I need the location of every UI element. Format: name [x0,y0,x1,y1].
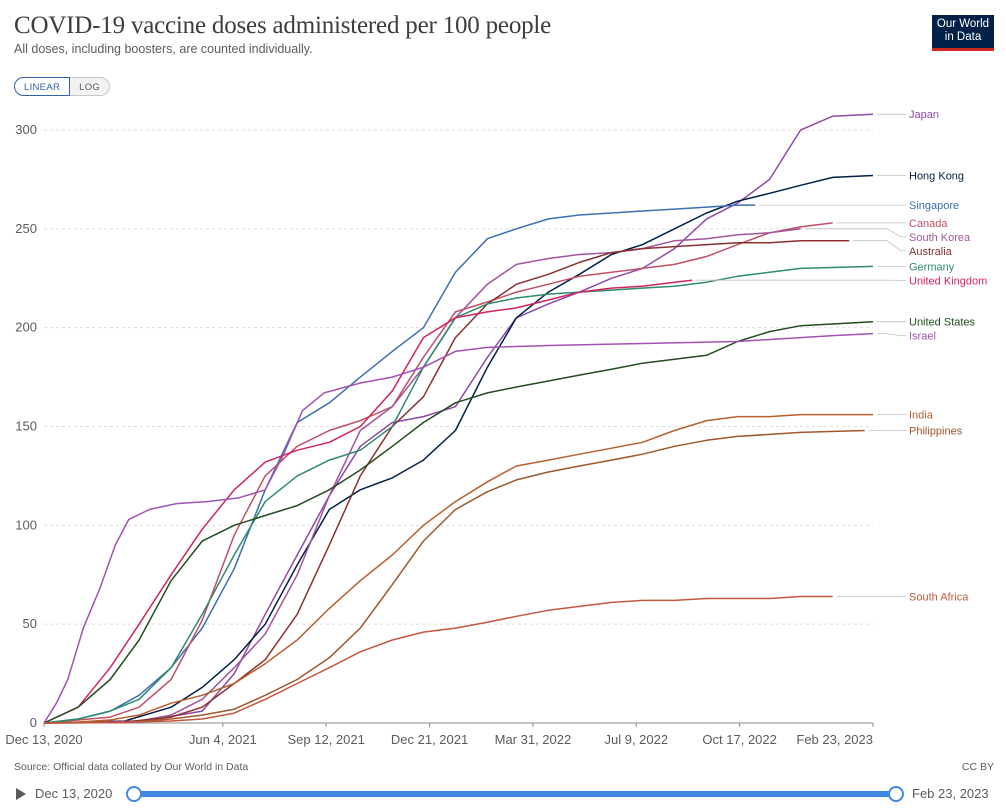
x-tick-label: Mar 31, 2022 [495,732,572,747]
series-line-united-kingdom[interactable] [43,279,693,724]
linear-scale-button[interactable]: LINEAR [14,77,71,96]
y-tick-label: 250 [15,221,37,236]
series-line-philippines[interactable] [43,429,865,724]
x-tick-label: Dec 21, 2021 [391,732,468,747]
series-line-germany[interactable] [43,265,874,724]
series-line-hong-kong[interactable] [43,174,874,724]
series-line-australia[interactable] [43,239,850,724]
scale-toggle: LINEAR LOG [14,77,111,96]
license-note[interactable]: CC BY [961,761,994,773]
label-connector [804,228,906,238]
series-label-canada[interactable]: Canada [909,218,948,230]
series-label-philippines[interactable]: Philippines [909,425,963,437]
series-label-japan[interactable]: Japan [909,109,939,121]
timeline-start-handle[interactable] [126,786,142,802]
series-labels: Japan Hong Kong Singapore Canada South Korea… [696,109,987,603]
grid-lines [44,129,873,724]
series-label-australia[interactable]: Australia [909,246,953,258]
series-label-germany[interactable]: Germany [909,261,955,273]
y-tick-label: 50 [23,616,37,631]
y-tick-label: 100 [15,517,37,532]
series-line-india[interactable] [43,413,873,724]
y-tick-label: 0 [30,715,37,730]
chart-subtitle: All doses, including boosters, are count… [14,42,313,56]
label-connector [853,240,906,252]
timeline-end-label: Feb 23, 2023 [912,786,989,801]
y-tick-label: 200 [15,320,37,335]
source-note[interactable]: Source: Official data collated by Our Wo… [14,761,249,773]
x-tick-label: Jun 4, 2021 [189,732,257,747]
timeline-start-label: Dec 13, 2020 [35,786,113,801]
chart-title: COVID-19 vaccine doses administered per … [14,12,552,39]
series-lines [43,113,874,724]
line-chart: 0 50 100 150 200 250 300 Dec 13, 2020 Jun 4, 20… [5,109,987,747]
x-tick-label: Dec 13, 2020 [5,732,82,747]
logo-line-2: in Data [944,31,982,43]
y-tick-label: 300 [15,122,37,137]
timeline-slider-track[interactable] [134,791,896,797]
series-label-united-kingdom[interactable]: United Kingdom [909,275,987,287]
timeline: Dec 13, 2020 Feb 23, 2023 [0,783,1006,807]
series-line-israel[interactable] [43,332,874,724]
series-line-united-states[interactable] [43,320,874,724]
series-label-united-states[interactable]: United States [909,317,976,329]
series-label-india[interactable]: India [909,410,934,422]
series-line-south-africa[interactable] [43,595,833,724]
x-tick-label: Oct 17, 2022 [702,732,776,747]
x-tick-label: Sep 12, 2021 [288,732,365,747]
y-tick-label: 150 [15,419,37,434]
log-scale-button[interactable]: LOG [70,77,111,96]
play-icon[interactable] [16,788,26,800]
series-label-singapore[interactable]: Singapore [909,200,959,212]
series-label-hong-kong[interactable]: Hong Kong [909,170,964,182]
x-tick-label: Feb 23, 2023 [796,732,873,747]
label-connector [877,333,906,337]
series-label-south-africa[interactable]: South Africa [909,591,969,603]
series-label-israel[interactable]: Israel [909,331,936,343]
series-line-singapore[interactable] [43,204,756,724]
series-label-south-korea[interactable]: South Korea [909,232,971,244]
owid-logo[interactable]: Our World in Data [932,15,994,51]
series-line-canada[interactable] [43,222,833,724]
x-axis-ticks: Dec 13, 2020 Jun 4, 2021 Sep 12, 2021 Dec 2… [5,723,874,747]
timeline-end-handle[interactable] [888,786,904,802]
logo-line-1: Our World [936,18,990,30]
series-line-south-korea[interactable] [43,228,801,724]
x-tick-label: Jul 9, 2022 [604,732,668,747]
y-axis-ticks: 0 50 100 150 200 250 300 [15,122,37,730]
